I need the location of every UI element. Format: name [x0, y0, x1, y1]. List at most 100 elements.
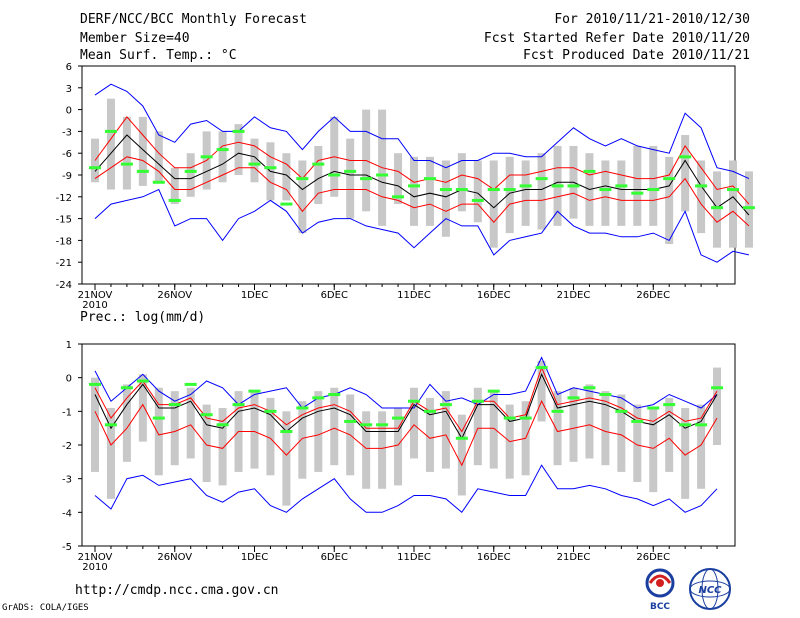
precip-observed-mark [232, 403, 245, 407]
temp-ytick-label: -24 [56, 280, 72, 291]
temp-xtick-label: 26NOV [157, 290, 192, 301]
precip-xtick-label: 1DEC [241, 552, 268, 563]
precip-observed-mark [503, 416, 516, 420]
precip-upper-line [94, 366, 718, 433]
precip-spread-box [378, 411, 387, 489]
precip-observed-mark [567, 396, 580, 400]
temp-observed-mark [312, 162, 325, 166]
precip-observed-mark [168, 403, 181, 407]
temp-observed-mark [408, 184, 420, 188]
precip-spread-box [601, 391, 610, 466]
temp-xtick-label: 21DEC [557, 290, 591, 301]
variable-label: Mean Surf. Temp.: °C [80, 48, 237, 63]
precip-spread-box [122, 384, 131, 462]
temp-observed-mark [232, 129, 245, 133]
temp-ytick-label: -12 [56, 193, 72, 204]
bcc-logo-icon: BCC [645, 568, 675, 612]
forecast-produced-label: Fcst Produced Date 2010/11/21 [523, 48, 750, 63]
temp-observed-mark [184, 169, 197, 173]
precip-spread-box [410, 387, 418, 459]
temp-observed-mark [535, 177, 548, 181]
precip-spread-box [441, 391, 450, 469]
precip-observed-mark [392, 416, 405, 420]
temp-spread-box [410, 156, 418, 226]
precip-spread-box [266, 397, 275, 476]
temp-spread-box [681, 135, 690, 212]
temp-upper-line [94, 116, 750, 205]
temp-observed-mark [599, 188, 612, 192]
temp-observed-mark [200, 155, 213, 159]
precip-spread-box [569, 387, 578, 462]
precip-spread-box [394, 407, 403, 486]
temp-spread-box [521, 160, 530, 226]
precip-ytick-label: 0 [66, 374, 72, 385]
temp-observed-mark [120, 162, 133, 166]
temp-xtick-label: 2010 [82, 300, 107, 311]
temp-spread-box [138, 116, 147, 186]
ncc-logo-text: NCC [698, 585, 722, 596]
member-size-label: Member Size=40 [80, 31, 190, 46]
temp-observed-mark [423, 177, 436, 181]
precip-observed-mark [296, 406, 309, 410]
temp-spread-box [729, 160, 737, 248]
temp-spread-box [617, 160, 626, 226]
temp-observed-mark [503, 188, 516, 192]
source-url: http://cmdp.ncc.cma.gov.cn [75, 583, 279, 598]
temp-observed-mark [264, 166, 277, 170]
precip-observed-mark [120, 386, 133, 390]
temp-lower-line [94, 156, 750, 227]
temp-observed-mark [248, 162, 261, 166]
temp-spread-box [425, 156, 434, 226]
temp-observed-mark [344, 169, 357, 173]
precip-spread-box [330, 387, 339, 466]
temp-spread-box [250, 138, 259, 183]
temp-ytick-label: -15 [56, 215, 72, 226]
temp-ytick-label: -3 [62, 127, 72, 138]
precip-spread-box [681, 407, 690, 499]
temp-xtick-label: 16DEC [477, 290, 511, 301]
precip-spread-box [585, 384, 594, 459]
chart-title: DERF/NCC/BCC Monthly Forecast [80, 12, 307, 27]
temp-max-line [94, 83, 750, 180]
precip-spread-box [314, 391, 323, 472]
precip-spread-box [186, 387, 195, 459]
precip-observed-mark [152, 416, 165, 420]
precip-xtick-label: 21DEC [557, 552, 591, 563]
temp-observed-mark [711, 206, 724, 210]
precip-spread-box [362, 411, 371, 489]
temp-observed-mark [280, 202, 293, 206]
temp-spread-box [298, 160, 307, 234]
precip-mean-line [94, 373, 718, 440]
precip-spread-box [425, 397, 434, 472]
temp-spread-box [489, 160, 498, 248]
temp-spread-box [154, 131, 163, 183]
temp-spread-box [122, 116, 131, 190]
temp-spread-box [234, 124, 243, 175]
temp-spread-box [505, 156, 514, 234]
precip-ytick-label: -3 [62, 475, 72, 486]
precip-xtick-label: 2010 [82, 562, 107, 573]
temp-spread-box [713, 171, 722, 248]
precip-spread-box [91, 377, 99, 472]
precip-observed-mark [200, 413, 213, 417]
temp-observed-mark [376, 173, 389, 177]
temp-observed-mark [455, 188, 468, 192]
precip-spread-box [473, 387, 482, 466]
temp-observed-mark [328, 173, 341, 177]
temp-observed-mark [360, 177, 373, 181]
precip-observed-mark [599, 393, 612, 396]
temp-ytick-label: -18 [56, 236, 72, 247]
temp-observed-mark [567, 184, 580, 188]
precip-observed-mark [312, 396, 325, 400]
precip-spread-box [202, 404, 211, 483]
precip-observed-mark [631, 419, 644, 423]
precip-observed-mark [264, 409, 277, 413]
precip-spread-box [298, 401, 307, 479]
temp-observed-mark [679, 155, 692, 159]
precip-observed-mark [455, 436, 468, 440]
precip-observed-mark [535, 366, 548, 370]
temp-observed-mark [392, 195, 405, 199]
temp-spread-box [282, 153, 291, 201]
precip-observed-mark [344, 419, 357, 423]
precip-ytick-label: -2 [62, 441, 72, 452]
